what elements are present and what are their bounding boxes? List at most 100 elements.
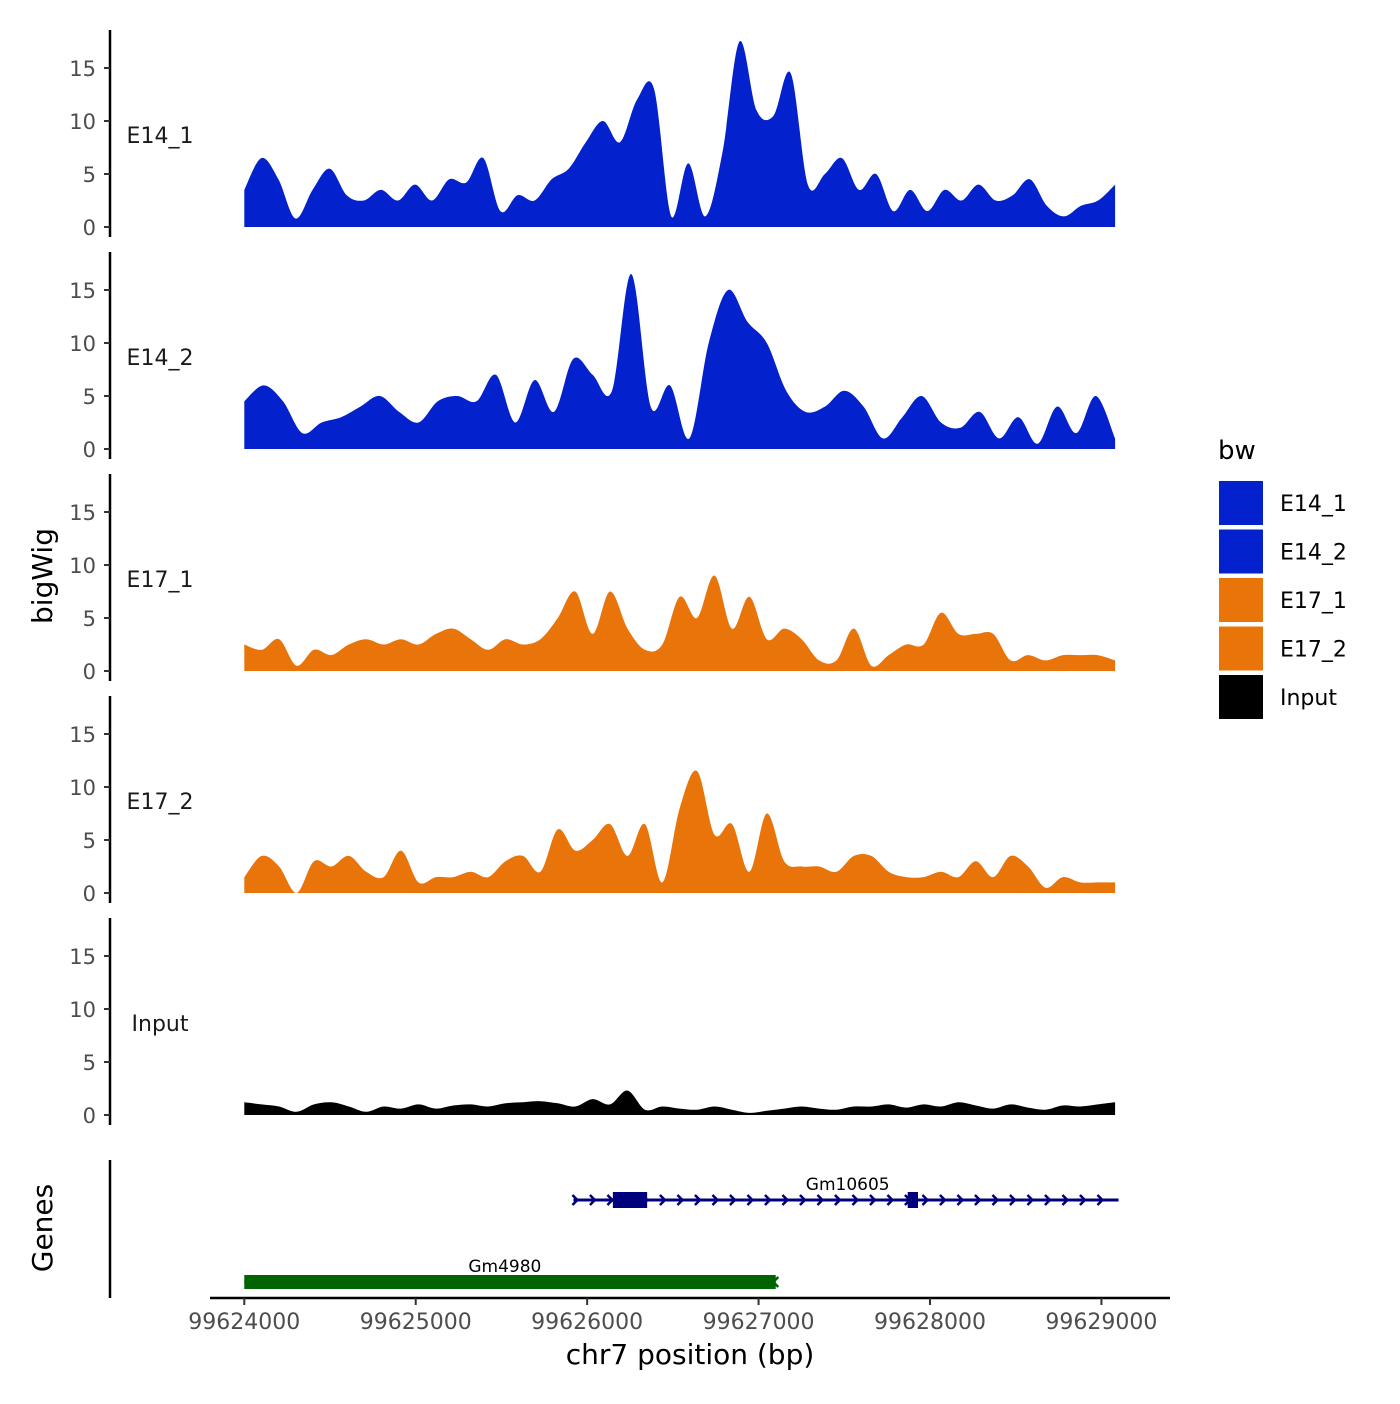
strand-arrow — [956, 1194, 965, 1206]
track-e17-2: 0 5 10 15 E17_2 — [69, 696, 1116, 906]
signal-area-e14-1 — [244, 40, 1116, 227]
y-tick-label: 0 — [83, 216, 96, 240]
strand-arrow — [869, 1194, 877, 1206]
y-tick-label: 15 — [69, 57, 96, 81]
signal-area-input — [244, 1090, 1116, 1115]
signal-area-e17-1 — [244, 575, 1116, 671]
strand-arrow — [974, 1194, 982, 1206]
y-tick-label: 0 — [83, 438, 96, 462]
legend-swatch — [1217, 576, 1265, 624]
legend-item-input: Input — [1217, 673, 1337, 721]
gene-exon — [612, 1192, 648, 1208]
track-label: E14_2 — [127, 346, 194, 371]
legend-label: E17_2 — [1280, 638, 1347, 663]
y-tick-label: 0 — [83, 660, 96, 684]
legend-label: E17_1 — [1280, 589, 1347, 614]
gene-track: Gm10605 Gm4980 — [108, 1160, 1119, 1298]
x-axis: 99624000 99625000 99626000 99627000 99628000… — [188, 1296, 1170, 1335]
legend-swatch — [1217, 673, 1265, 721]
strand-arrow — [571, 1194, 580, 1206]
y-tick-label: 15 — [69, 279, 96, 303]
strand-arrow — [1079, 1194, 1087, 1206]
track-label: E17_2 — [127, 790, 194, 815]
x-tick-label: 99628000 — [874, 1310, 986, 1335]
x-tick-label: 99629000 — [1045, 1310, 1157, 1335]
x-axis-label: chr7 position (bp) — [566, 1338, 815, 1371]
y-axis-label: bigWig — [26, 528, 59, 624]
strand-arrow — [816, 1194, 825, 1206]
legend-label: E14_2 — [1280, 541, 1347, 566]
legend-title: bw — [1218, 436, 1256, 466]
strand-arrow — [746, 1194, 755, 1206]
gene-gm10605: Gm10605 — [571, 1175, 1119, 1208]
legend-item-e17-2: E17_2 — [1217, 624, 1347, 673]
strand-arrow — [676, 1194, 685, 1206]
strand-arrow — [694, 1194, 702, 1206]
strand-arrow — [939, 1194, 947, 1206]
strand-arrow — [886, 1194, 895, 1206]
y-tick-label: 10 — [69, 110, 96, 134]
track-input: 0 5 10 15 Input — [69, 918, 1116, 1128]
legend-swatch — [1217, 479, 1265, 527]
strand-arrow — [851, 1194, 860, 1206]
strand-arrow — [834, 1194, 842, 1206]
gene-gm4980: Gm4980 — [244, 1257, 780, 1289]
legend-label: E14_1 — [1280, 492, 1347, 517]
strand-arrow — [921, 1194, 930, 1206]
gene-exon — [907, 1192, 918, 1208]
y-tick-label: 10 — [69, 998, 96, 1022]
track-label: E17_1 — [127, 568, 194, 593]
signal-area-e14-2 — [244, 274, 1116, 449]
strand-arrow — [1044, 1194, 1052, 1206]
y-tick-label: 5 — [83, 829, 96, 853]
x-tick-label: 99627000 — [703, 1310, 815, 1335]
gene-label: Gm10605 — [806, 1175, 890, 1195]
x-tick-label: 99626000 — [531, 1310, 643, 1335]
track-e17-1: 0 5 10 15 E17_1 — [69, 474, 1116, 684]
genes-axis-label: Genes — [26, 1184, 59, 1272]
strand-arrow — [729, 1194, 737, 1206]
legend-item-e14-1: E14_1 — [1217, 479, 1347, 527]
y-tick-label: 5 — [83, 163, 96, 187]
strand-arrow — [589, 1194, 597, 1206]
y-tick-label: 15 — [69, 723, 96, 747]
strand-arrow — [1026, 1194, 1035, 1206]
track-label: E14_1 — [127, 124, 194, 149]
strand-arrow — [1061, 1194, 1070, 1206]
y-tick-label: 0 — [83, 1104, 96, 1128]
signal-tracks: 0 5 10 15 E14_1 0 5 10 15 E14_2 0 5 10 15 E17_1 0 5 10 15 E… — [69, 30, 1116, 1128]
strand-arrow — [799, 1194, 807, 1206]
strand-arrow — [606, 1194, 615, 1206]
strand-arrow — [781, 1194, 790, 1206]
strand-arrow — [764, 1194, 772, 1206]
legend-label: Input — [1280, 686, 1337, 711]
track-e14-1: 0 5 10 15 E14_1 — [69, 30, 1116, 240]
legend-item-e14-2: E14_2 — [1217, 527, 1347, 576]
legend-item-e17-1: E17_1 — [1217, 576, 1347, 624]
y-tick-label: 10 — [69, 554, 96, 578]
track-e14-2: 0 5 10 15 E14_2 — [69, 252, 1116, 462]
y-tick-label: 0 — [83, 882, 96, 906]
gene-exon — [244, 1275, 776, 1289]
strand-arrow — [659, 1194, 667, 1206]
y-tick-label: 5 — [83, 1051, 96, 1075]
track-label: Input — [132, 1012, 189, 1037]
legend: bw E14_1 E14_2 E17_1 E17_2 Input — [1217, 436, 1347, 721]
x-tick-label: 99624000 — [188, 1310, 300, 1335]
strand-arrow — [991, 1194, 1000, 1206]
gene-label: Gm4980 — [468, 1257, 541, 1277]
strand-arrow — [711, 1194, 720, 1206]
strand-arrow — [1009, 1194, 1017, 1206]
y-tick-label: 10 — [69, 776, 96, 800]
x-tick-label: 99625000 — [360, 1310, 472, 1335]
y-tick-label: 10 — [69, 332, 96, 356]
strand-arrow — [1096, 1194, 1105, 1206]
y-tick-label: 15 — [69, 501, 96, 525]
y-tick-label: 15 — [69, 945, 96, 969]
signal-area-e17-2 — [244, 770, 1116, 893]
y-tick-label: 5 — [83, 385, 96, 409]
y-tick-label: 5 — [83, 607, 96, 631]
legend-swatch — [1217, 624, 1265, 673]
